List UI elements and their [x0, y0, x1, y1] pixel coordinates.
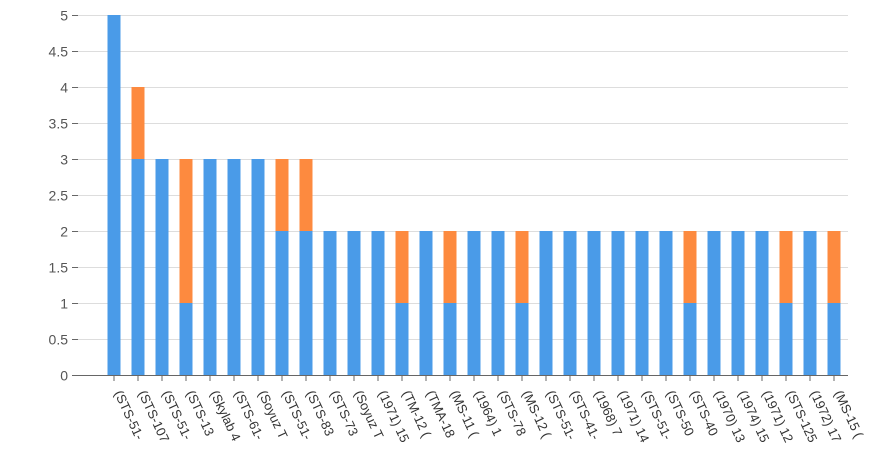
bar-series-1: [755, 231, 769, 375]
bar-series-2: [683, 231, 697, 303]
bar-series-1: [803, 231, 817, 375]
bar-series-2: [827, 231, 841, 303]
bar-series-2: [779, 231, 793, 303]
bar-series-1: [203, 159, 217, 375]
bar-series-1: [611, 231, 625, 375]
axes: [72, 15, 848, 381]
bar-series-2: [275, 159, 289, 231]
bar-series-1: [395, 303, 409, 375]
bars: [107, 15, 841, 375]
y-tick-label: 5: [60, 8, 68, 24]
bar-series-1: [107, 15, 121, 375]
bar-series-1: [299, 231, 313, 375]
bar-series-2: [443, 231, 457, 303]
bar-series-2: [179, 159, 193, 303]
y-tick-labels: 0 0.5 1 1.5 2 2.5 3 3.5 4 4.5 5: [49, 8, 69, 384]
bar-series-2: [515, 231, 529, 303]
bar-series-1: [731, 231, 745, 375]
bar-series-1: [707, 231, 721, 375]
bar-series-1: [659, 231, 673, 375]
bar-series-1: [539, 231, 553, 375]
y-tick-label: 3: [60, 152, 68, 168]
bar-series-1: [779, 303, 793, 375]
y-tick-label: 4.5: [49, 44, 69, 60]
y-tick-label: 1: [60, 296, 68, 312]
x-tick-labels: (STS-51-(STS-107(STS-51-(STS-13(Skylab 4…: [111, 388, 866, 445]
bar-series-1: [563, 231, 577, 375]
bar-series-2: [299, 159, 313, 231]
bar-series-1: [491, 231, 505, 375]
bar-series-1: [179, 303, 193, 375]
bar-series-1: [227, 159, 241, 375]
bar-series-1: [347, 231, 361, 375]
bar-series-1: [371, 231, 385, 375]
y-tick-label: 4: [60, 80, 68, 96]
bar-series-1: [467, 231, 481, 375]
bar-series-1: [155, 159, 169, 375]
bar-series-2: [131, 87, 145, 159]
bar-series-1: [275, 231, 289, 375]
y-tick-label: 2: [60, 224, 68, 240]
y-tick-label: 1.5: [49, 260, 69, 276]
bar-series-1: [323, 231, 337, 375]
bar-series-1: [827, 303, 841, 375]
bar-series-2: [395, 231, 409, 303]
bar-series-1: [683, 303, 697, 375]
y-tick-label: 3.5: [49, 116, 69, 132]
bar-series-1: [419, 231, 433, 375]
bar-series-1: [443, 303, 457, 375]
y-tick-label: 2.5: [49, 188, 69, 204]
bar-series-1: [587, 231, 601, 375]
y-tick-label: 0: [60, 368, 68, 384]
bar-series-1: [131, 159, 145, 375]
bar-series-1: [635, 231, 649, 375]
bar-series-1: [251, 159, 265, 375]
bar-series-1: [515, 303, 529, 375]
y-tick-label: 0.5: [49, 332, 69, 348]
